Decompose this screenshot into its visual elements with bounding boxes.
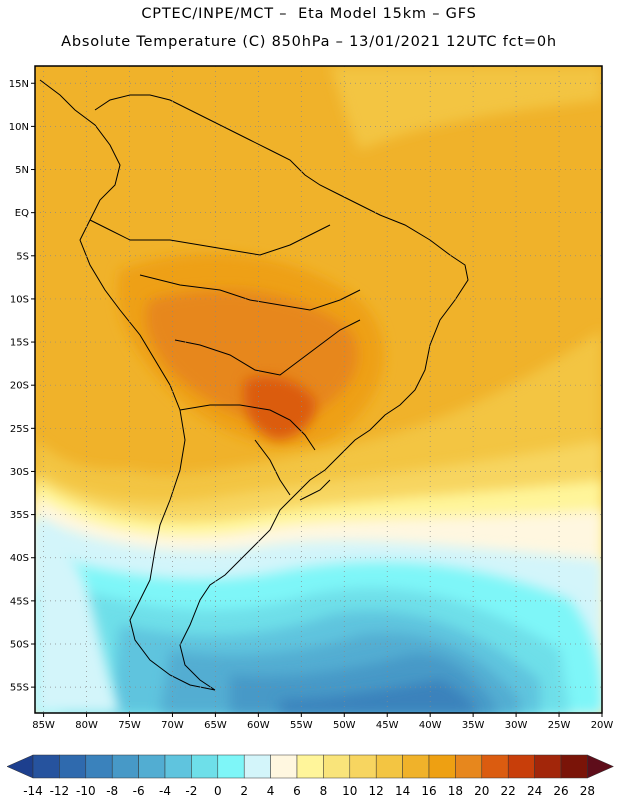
longitude-label: 20W [591, 720, 614, 731]
colorbar-label: 6 [293, 784, 301, 798]
colorbar-label: -10 [76, 784, 96, 798]
colorbar-label: 8 [320, 784, 328, 798]
latitude-label: 35S [10, 510, 29, 521]
longitude-label: 85W [32, 720, 55, 731]
latitude-label: 50S [10, 639, 29, 650]
colorbar-swatch [296, 754, 324, 779]
longitude-label: 40W [419, 720, 442, 731]
longitude-label: 50W [333, 720, 356, 731]
colorbar-label: -8 [106, 784, 118, 798]
coastline [39, 79, 469, 691]
colorbar-label: 0 [214, 784, 222, 798]
longitude-label: 70W [161, 720, 184, 731]
colorbar-swatch [191, 754, 219, 779]
colorbar-label: 12 [369, 784, 384, 798]
colorbar-label: -2 [185, 784, 197, 798]
colorbar-swatch [507, 754, 535, 779]
colorbar-label: 14 [395, 784, 410, 798]
temperature-field [35, 66, 602, 713]
latitude-labels: 15N 10N 5N EQ 5S 10S 15S 20S 25S 30S 35S 40S 45S 50S 5… [9, 79, 35, 694]
latitude-label: 15S [10, 338, 29, 349]
colorbar-swatch [111, 754, 139, 779]
colorbar-swatch [428, 754, 456, 779]
colorbar-swatch [217, 754, 245, 779]
colorbar-swatch [402, 754, 430, 779]
colorbar-label: 24 [527, 784, 542, 798]
colorbar-swatch [32, 754, 60, 779]
longitude-labels: 85W 80W 75W 70W 65W 60W 55W 50W 45W 40W 35W 30W 25W 2… [32, 713, 613, 731]
colorbar-swatch [138, 754, 166, 779]
longitude-label: 30W [505, 720, 528, 731]
longitude-label: 45W [376, 720, 399, 731]
colorbar-swatch [349, 754, 377, 779]
colorbar-label: 2 [240, 784, 248, 798]
map-frame [34, 65, 603, 714]
colorbar-swatch [481, 754, 509, 779]
colorbar-label: 10 [342, 784, 357, 798]
colorbar-swatch [323, 754, 351, 779]
colorbar-label: -12 [50, 784, 70, 798]
chart-title: CPTEC/INPE/MCT – Eta Model 15km – GFS [141, 6, 477, 22]
latitude-label: 45S [10, 596, 29, 607]
colorbar-label: 28 [580, 784, 595, 798]
colorbar-swatch [455, 754, 483, 779]
colorbar-swatch [375, 754, 403, 779]
latitude-label: 15N [9, 79, 29, 90]
latitude-label: 40S [10, 553, 29, 564]
latitude-label: 5S [16, 251, 29, 262]
longitude-label: 25W [548, 720, 571, 731]
longitude-label: 60W [247, 720, 270, 731]
latitude-label: 25S [10, 424, 29, 435]
longitude-label: 80W [75, 720, 98, 731]
latitude-label: 55S [10, 683, 29, 694]
colorbar-swatch [534, 754, 562, 779]
colorbar-label: 18 [448, 784, 463, 798]
longitude-label: 35W [462, 720, 485, 731]
colorbar-label: 26 [553, 784, 568, 798]
colorbar: -14 -12 -10 -8 -6 -4 -2 0 2 4 6 8 10 12 14 16 18 20 22 24 26… [6, 754, 615, 798]
colorbar-label: 16 [421, 784, 436, 798]
colorbar-label: 20 [474, 784, 489, 798]
colorbar-swatch [164, 754, 192, 779]
colorbar-swatch [59, 754, 87, 779]
colorbar-label: 4 [267, 784, 275, 798]
latitude-label: 10S [10, 294, 29, 305]
latitude-label: 10N [9, 122, 29, 133]
latitude-label: 30S [10, 467, 29, 478]
colorbar-label: 22 [501, 784, 516, 798]
colorbar-swatch [270, 754, 298, 779]
colorbar-label: -4 [159, 784, 171, 798]
chart-subtitle: Absolute Temperature (C) 850hPa – 13/01/… [61, 34, 557, 50]
latitude-label: 5N [15, 165, 29, 176]
colorbar-swatch [85, 754, 113, 779]
longitude-label: 75W [118, 720, 141, 731]
latitude-label: 20S [10, 381, 29, 392]
colorbar-swatch [560, 754, 588, 779]
longitude-label: 55W [290, 720, 313, 731]
colorbar-label: -6 [133, 784, 145, 798]
colorbar-max-arrow [587, 754, 615, 779]
latitude-label: EQ [15, 208, 29, 219]
colorbar-swatch [243, 754, 271, 779]
colorbar-label: -14 [23, 784, 43, 798]
longitude-label: 65W [204, 720, 227, 731]
colorbar-min-arrow [6, 754, 34, 779]
